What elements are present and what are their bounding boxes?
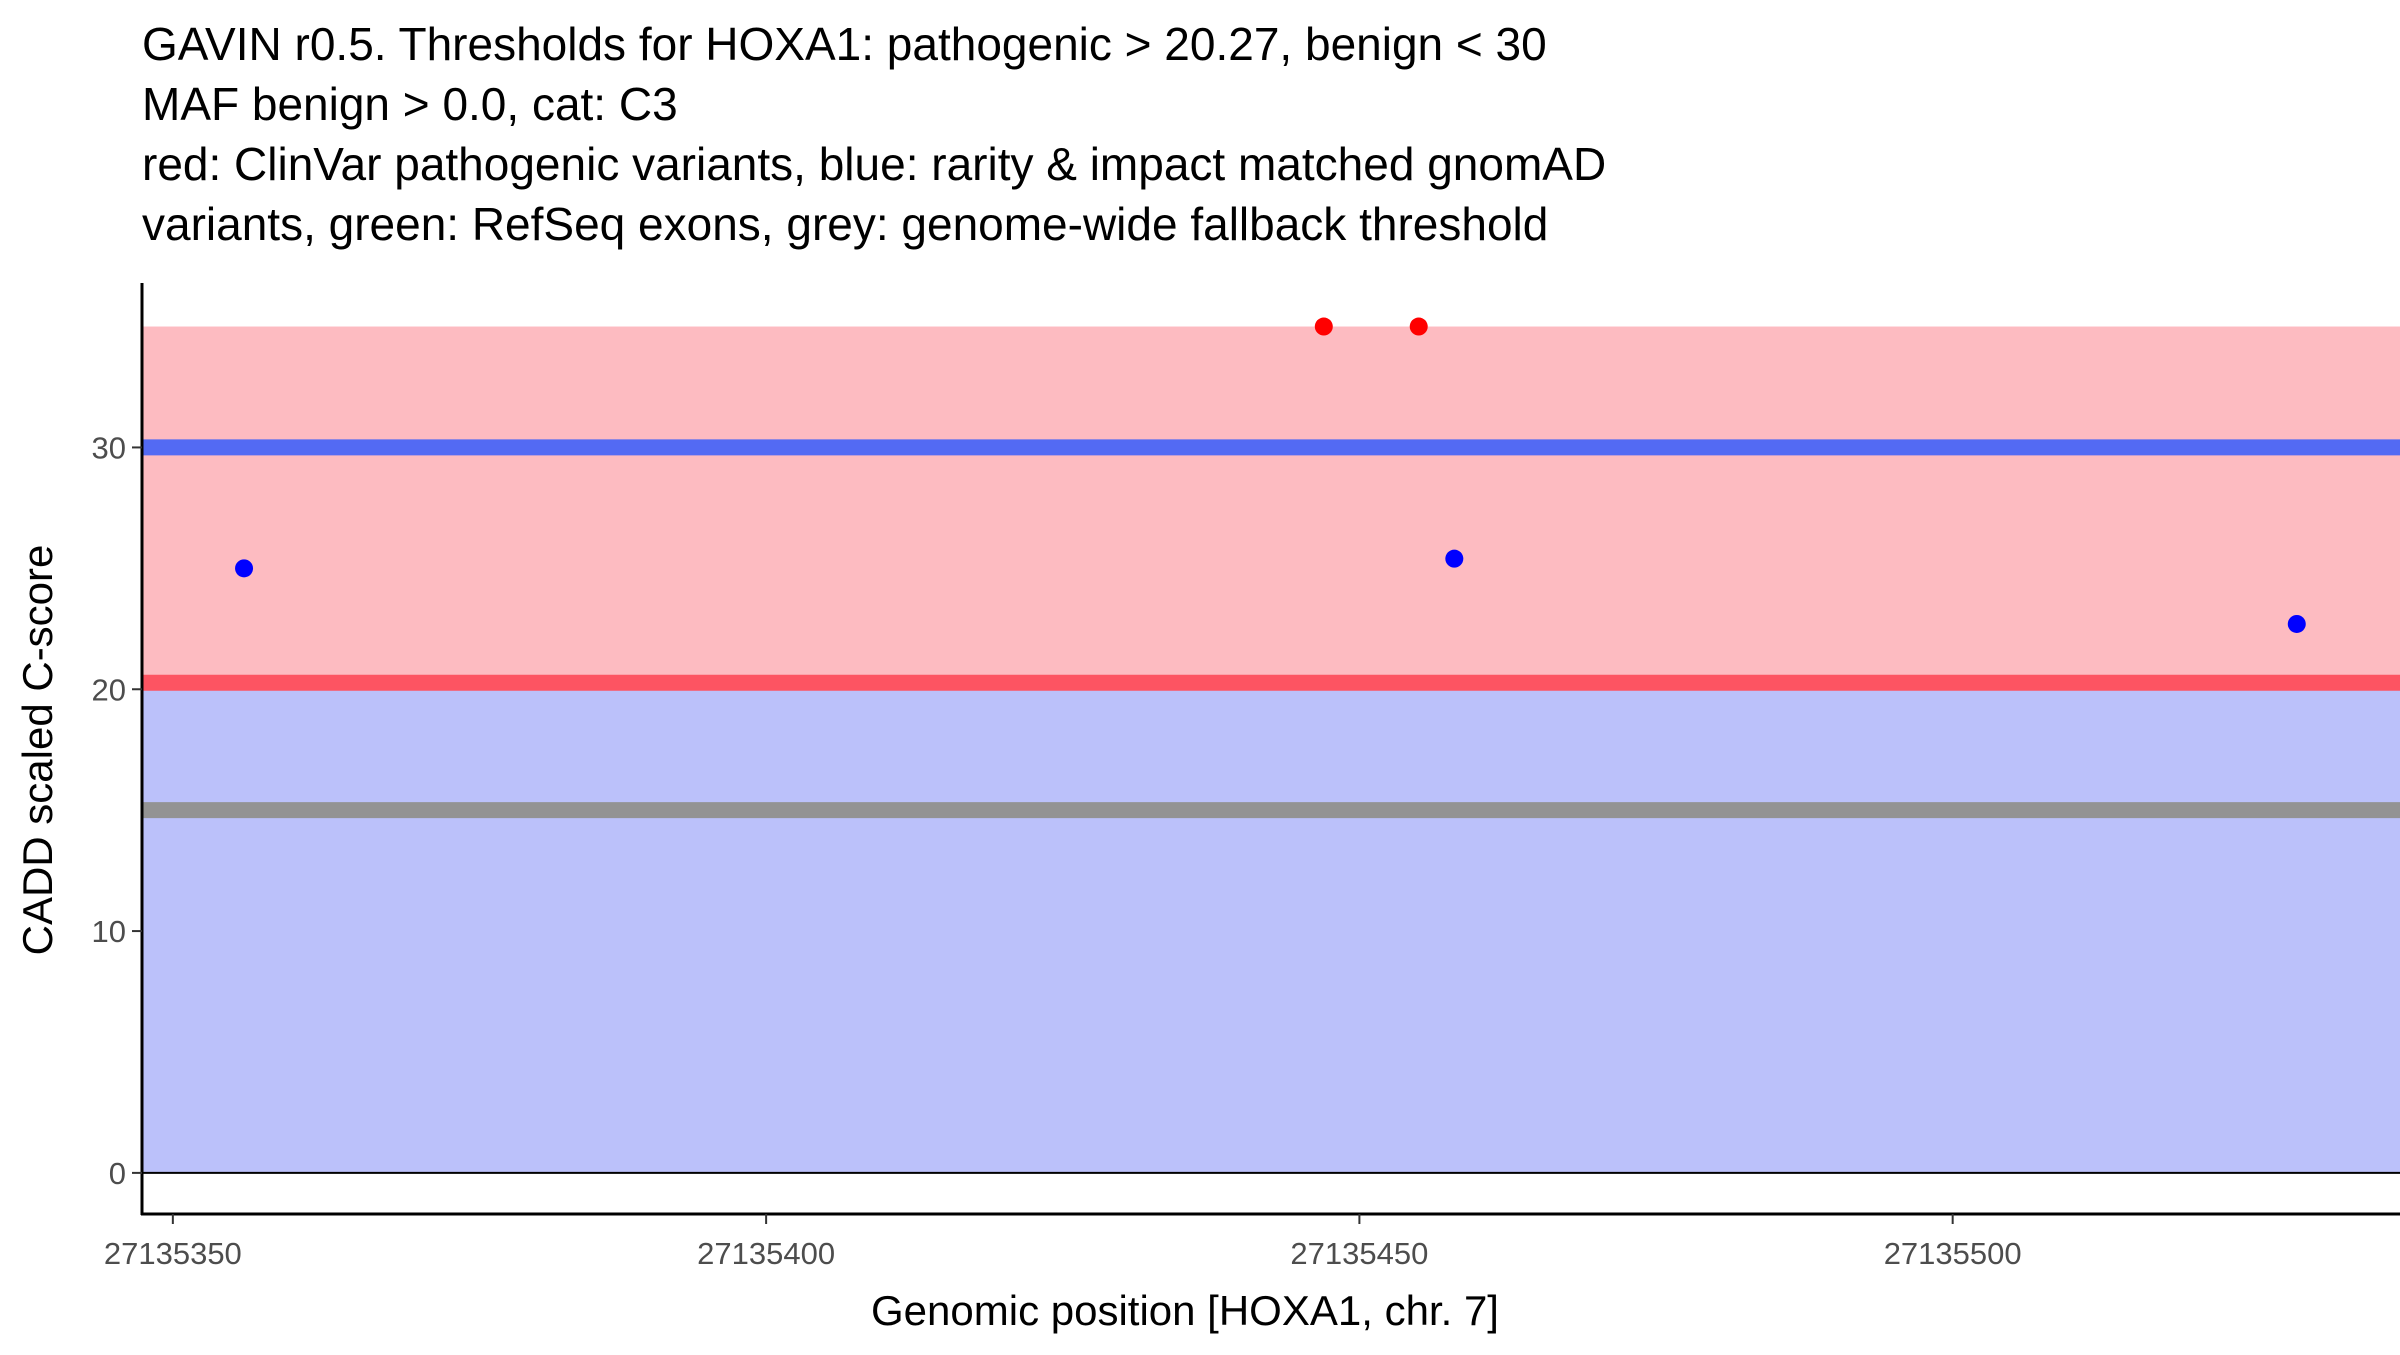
title-line-3: red: ClinVar pathogenic variants, blue: … bbox=[142, 138, 1606, 190]
title-line-1: GAVIN r0.5. Thresholds for HOXA1: pathog… bbox=[142, 18, 1547, 70]
data-point bbox=[1314, 317, 1333, 336]
chart-title: GAVIN r0.5. Thresholds for HOXA1: pathog… bbox=[142, 18, 1606, 250]
y-tick-label: 20 bbox=[92, 672, 126, 707]
data-point bbox=[2287, 614, 2306, 633]
x-tick-label: 27135400 bbox=[697, 1236, 835, 1271]
x-tick-label: 27135450 bbox=[1290, 1236, 1428, 1271]
data-point bbox=[1409, 317, 1428, 336]
y-axis-title: CADD scaled C-score bbox=[14, 545, 61, 956]
x-axis-title: Genomic position [HOXA1, chr. 7] bbox=[871, 1287, 1499, 1334]
title-line-2: MAF benign > 0.0, cat: C3 bbox=[142, 78, 678, 130]
data-point bbox=[235, 559, 254, 578]
benign-region-band bbox=[142, 682, 2400, 1173]
x-tick-label: 27135350 bbox=[104, 1236, 242, 1271]
data-point bbox=[1445, 549, 1464, 568]
pathogenic-region-band bbox=[142, 326, 2400, 683]
y-tick-label: 0 bbox=[109, 1156, 126, 1191]
x-tick-label: 27135500 bbox=[1884, 1236, 2022, 1271]
y-tick-label: 30 bbox=[92, 430, 126, 465]
y-tick-label: 10 bbox=[92, 914, 126, 949]
title-line-4: variants, green: RefSeq exons, grey: gen… bbox=[142, 198, 1548, 250]
